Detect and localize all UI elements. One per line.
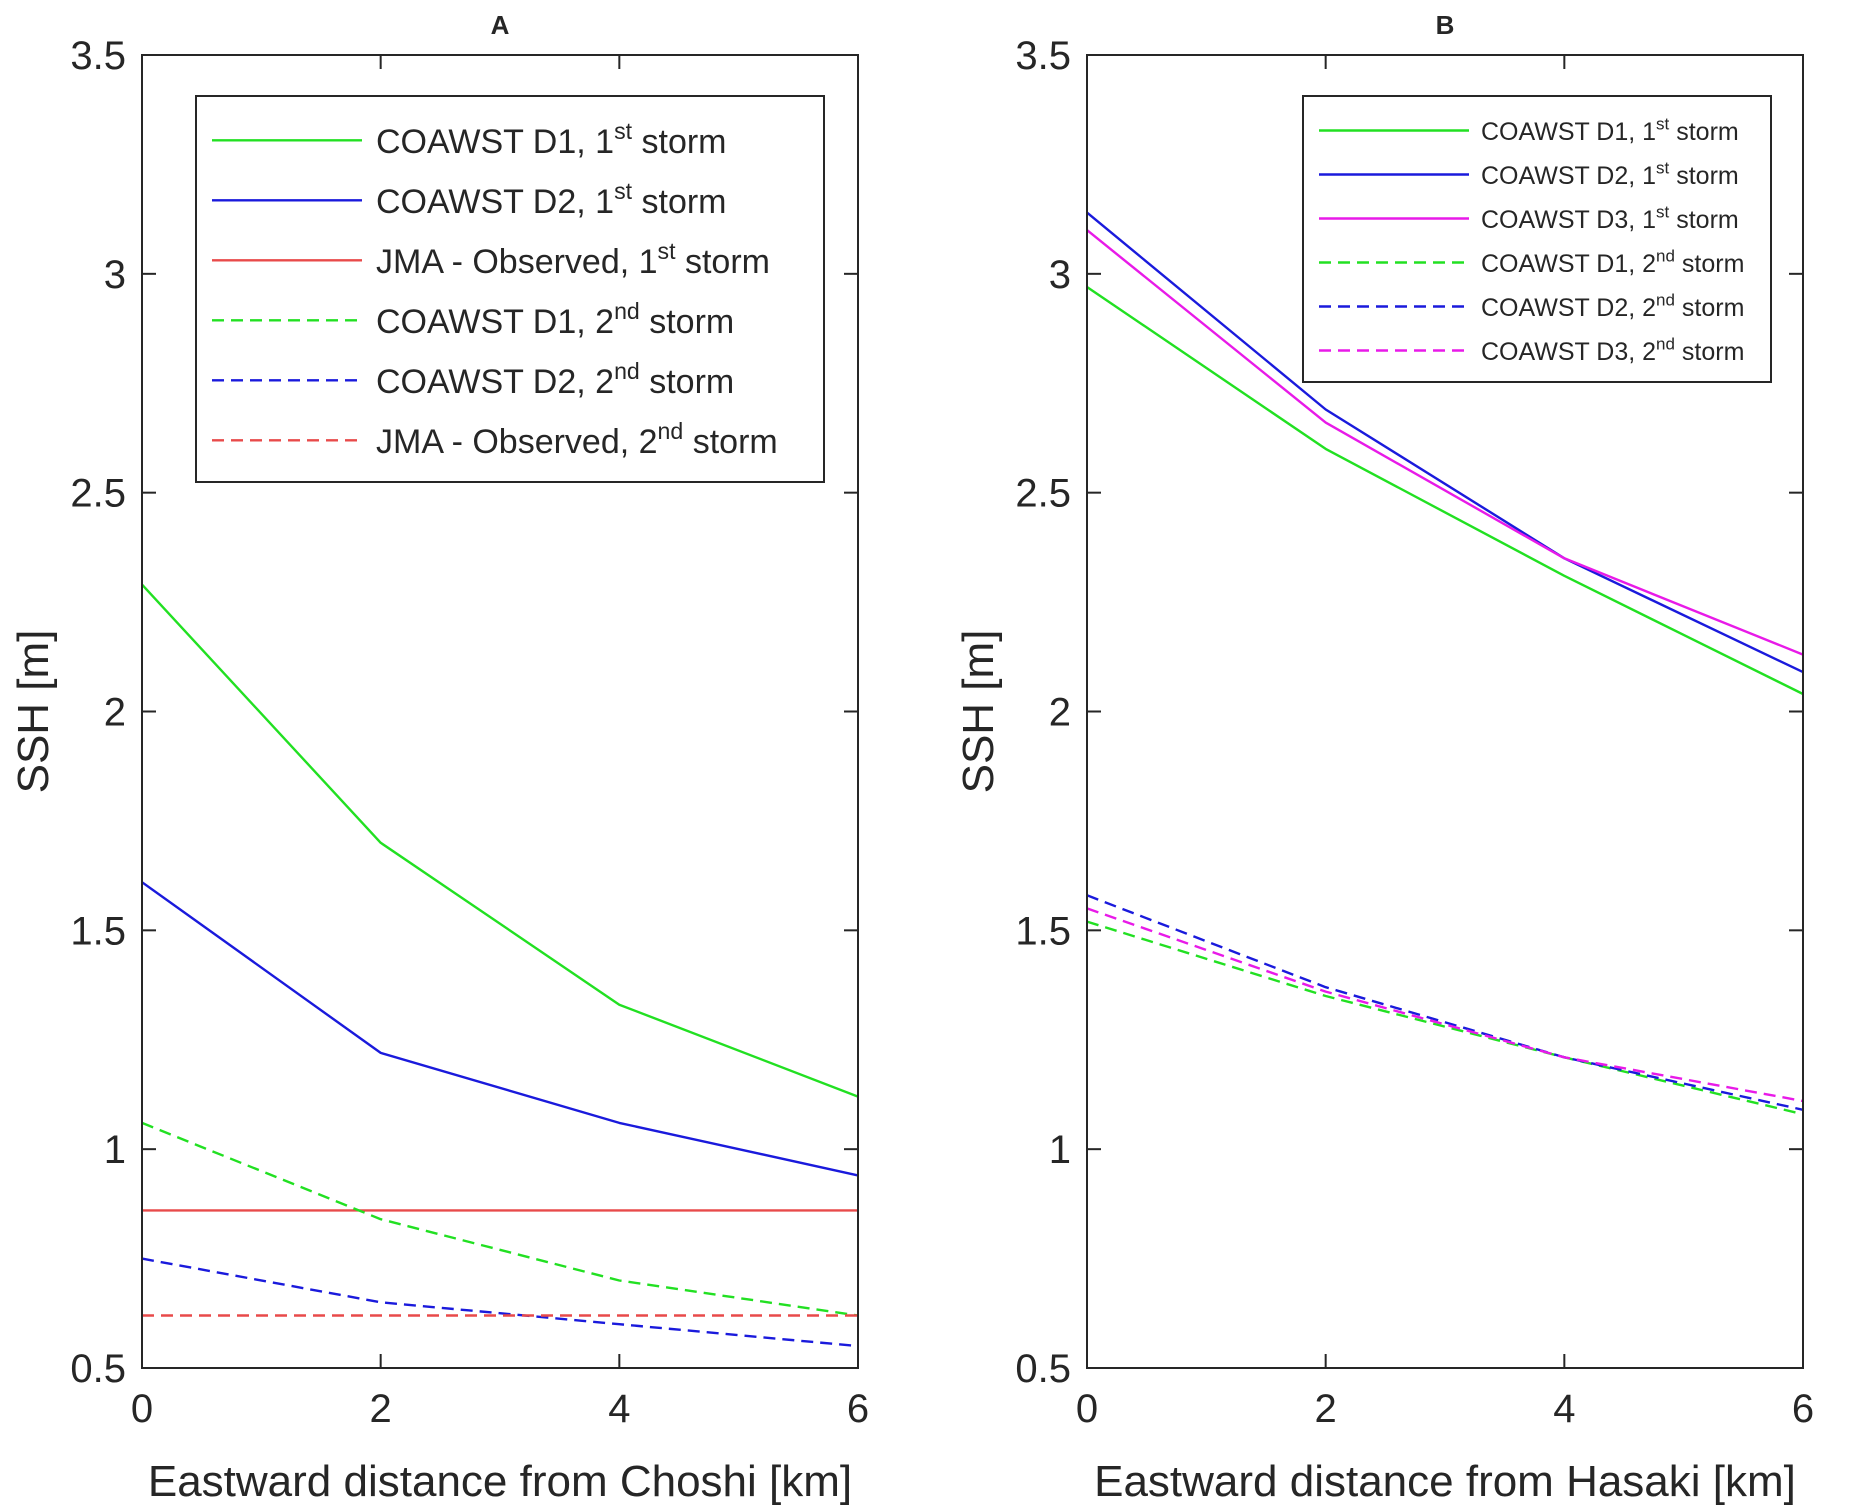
y-tick-label: 1 [1049, 1128, 1071, 1172]
y-tick-label: 2.5 [1015, 472, 1071, 516]
series-line-5 [1086, 894, 1804, 1111]
y-tick-label: 2.5 [70, 472, 126, 516]
legend: COAWST D1, 1st storm COAWST D2, 1st storm… [1302, 95, 1772, 383]
legend-entry: COAWST D1, 1st storm [376, 118, 727, 161]
legend-box [195, 95, 825, 483]
x-tick-label: 6 [1792, 1387, 1814, 1431]
x-axis-label: Eastward distance from Choshi [km] [148, 1457, 852, 1506]
series-line-4 [1086, 920, 1804, 1116]
x-tick-label: 0 [1076, 1387, 1098, 1431]
x-axis-label: Eastward distance from Hasaki [km] [1094, 1457, 1796, 1506]
legend: COAWST D1, 1st storm COAWST D2, 1st storm… [195, 95, 825, 483]
y-tick-label: 1.5 [70, 909, 126, 953]
series-line-2 [141, 881, 859, 1177]
chart-panel-b: 0.5 1 1.5 2 2.5 3 3.5 0 2 4 6 B Eastward distance fr… [954, 10, 1814, 1506]
series-line-1 [1086, 286, 1804, 696]
legend-entry: COAWST D3, 1st storm [1481, 203, 1739, 235]
y-tick-label: 0.5 [70, 1347, 126, 1391]
x-tick-label: 2 [1315, 1387, 1337, 1431]
y-axis-label: SSH [m] [954, 630, 1003, 794]
legend-entry: COAWST D1, 1st storm [1481, 115, 1739, 147]
legend-box [1302, 95, 1772, 383]
legend-entry: JMA - Observed, 1st storm [376, 238, 770, 281]
x-tick-label: 4 [608, 1387, 630, 1431]
legend-entry: COAWST D2, 1st storm [1481, 159, 1739, 191]
y-tick-label: 3.5 [70, 34, 126, 78]
legend-entry: COAWST D1, 2nd storm [1481, 247, 1744, 279]
series-line-5 [141, 1257, 859, 1348]
series-line-2 [1086, 211, 1804, 674]
chart-panel-a: 0.5 1 1.5 2 2.5 3 3.5 0 2 4 6 A Eastward distance fr… [9, 10, 869, 1506]
legend-entry: COAWST D2, 1st storm [376, 178, 727, 221]
y-tick-label: 0.5 [1015, 1347, 1071, 1391]
y-tick-label: 2 [1049, 691, 1071, 735]
y-tick-label: 3.5 [1015, 34, 1071, 78]
series-line-4 [141, 1121, 859, 1317]
x-tick-label: 4 [1553, 1387, 1575, 1431]
y-tick-label: 1 [104, 1128, 126, 1172]
y-tick-label: 1.5 [1015, 909, 1071, 953]
series-line-1 [141, 583, 859, 1098]
legend-entry: COAWST D2, 2nd storm [376, 358, 734, 401]
x-tick-label: 6 [847, 1387, 869, 1431]
x-tick-label: 0 [131, 1387, 153, 1431]
y-tick-label: 3 [104, 253, 126, 297]
y-tick-label: 3 [1049, 253, 1071, 297]
series-line-3 [1086, 229, 1804, 656]
legend-entry: JMA - Observed, 2nd storm [376, 418, 778, 461]
legend-entry: COAWST D3, 2nd storm [1481, 335, 1744, 367]
y-axis-label: SSH [m] [9, 630, 58, 794]
y-tick-label: 2 [104, 691, 126, 735]
legend-entry: COAWST D1, 2nd storm [376, 298, 734, 341]
legend-entry: COAWST D2, 2nd storm [1481, 291, 1744, 323]
x-tick-label: 2 [370, 1387, 392, 1431]
panel-title: A [491, 10, 510, 40]
panel-title: B [1436, 10, 1455, 40]
